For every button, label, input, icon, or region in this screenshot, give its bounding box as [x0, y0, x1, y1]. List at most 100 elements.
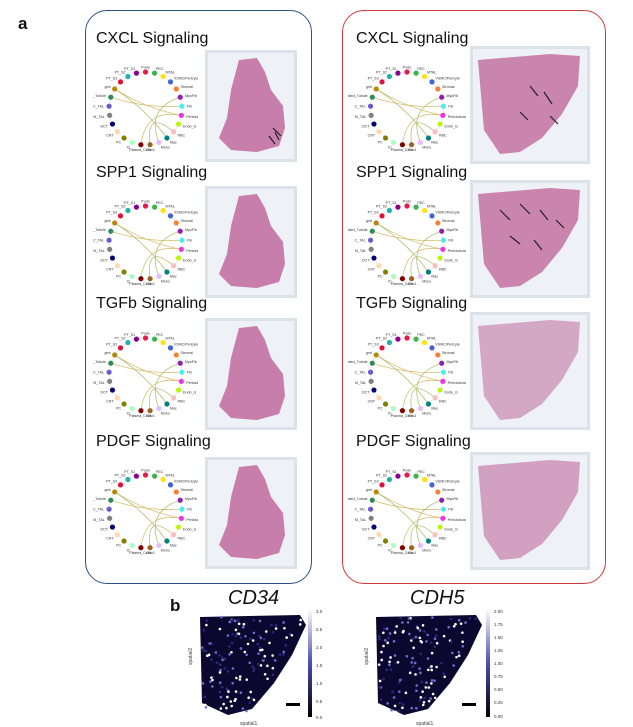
- expression-spot: [421, 624, 425, 627]
- cell-type-label: Stromal: [442, 85, 455, 89]
- cell-type-label: PT_S3: [106, 77, 117, 81]
- cell-type-label: PT_S1: [124, 201, 135, 205]
- expression-spot: [234, 697, 237, 701]
- cell-type-label: Mono: [161, 280, 170, 284]
- cell-type-label: Perictubular: [448, 115, 466, 119]
- expression-spot: [274, 627, 278, 630]
- expression-spot: [204, 705, 208, 709]
- expression-spot: [262, 637, 266, 641]
- expression-spot: [380, 650, 383, 654]
- cell-type-node: [107, 378, 113, 384]
- expression-spot: [252, 669, 255, 673]
- cell-type-node: [421, 207, 428, 214]
- cell-type-node: [429, 345, 435, 351]
- expression-spot: [407, 617, 411, 620]
- expression-spot: [411, 665, 415, 668]
- cell-type-node: [179, 369, 185, 375]
- expression-spot: [239, 647, 243, 650]
- cell-type-node: [125, 207, 131, 214]
- cell-type-node: [164, 135, 170, 141]
- expression-spot: [263, 654, 267, 658]
- interaction-edge: [140, 114, 182, 145]
- expression-spot: [452, 664, 456, 667]
- cell-type-label: C_TAL: [355, 370, 366, 374]
- expression-spot: [418, 629, 422, 632]
- expression-spot: [225, 687, 228, 691]
- expression-spot: [461, 631, 464, 634]
- cell-type-label: PT_S3: [368, 77, 379, 81]
- expression-spot: [401, 630, 405, 634]
- right-pdgf-tissue-image: [470, 452, 590, 570]
- cell-type-label: PC: [116, 275, 121, 279]
- expression-spot: [223, 667, 226, 670]
- cell-type-node: [368, 515, 374, 521]
- cell-type-label: Podo: [403, 469, 411, 473]
- cell-type-node: [371, 255, 377, 261]
- cdh5-tick-1: 1.75: [494, 622, 503, 627]
- expression-spot: [426, 668, 430, 672]
- expression-spot: [228, 652, 231, 656]
- cell-type-node: [429, 213, 435, 219]
- cell-type-label: RBC: [177, 133, 185, 137]
- interaction-edge: [114, 354, 182, 382]
- cd34-expression-dots: [200, 615, 303, 713]
- cell-type-node: [421, 476, 428, 483]
- cell-type-node: [107, 246, 113, 252]
- expression-spot: [385, 627, 389, 631]
- expression-spot: [208, 642, 212, 645]
- interaction-edge: [154, 499, 181, 546]
- cell-type-node: [117, 79, 124, 85]
- expression-spot: [416, 626, 420, 630]
- cell-type-label: RBC: [439, 399, 447, 403]
- expression-spot: [410, 661, 413, 664]
- cell-type-label: Dedifferentiated_Tubule: [348, 497, 368, 501]
- cell-type-node: [160, 73, 166, 80]
- cell-type-node: [156, 139, 162, 146]
- cell-type-label: Dedifferentiated_Tubule: [93, 360, 106, 364]
- cell-type-label: Perictubular: [186, 249, 198, 253]
- expression-spot: [395, 625, 398, 628]
- cell-type-label: Fib: [187, 507, 192, 511]
- cell-type-node: [109, 387, 116, 393]
- expression-spot: [228, 620, 232, 624]
- cell-type-node: [160, 476, 166, 483]
- cell-type-label: Perictubular: [186, 115, 198, 119]
- cell-type-label: PC: [378, 141, 383, 145]
- cell-type-node: [440, 246, 446, 252]
- cell-type-node: [175, 387, 182, 393]
- cell-type-node: [390, 405, 397, 412]
- cell-type-node: [138, 276, 144, 282]
- cell-type-node: [173, 220, 179, 226]
- cell-type-node: [129, 273, 135, 280]
- left-tgfb-title: TGFb Signaling: [96, 295, 208, 312]
- cell-type-node: [408, 545, 415, 551]
- expression-spot: [237, 622, 241, 626]
- interaction-edge: [375, 88, 429, 139]
- cell-type-node: [440, 378, 446, 384]
- cell-type-node: [399, 142, 406, 148]
- interaction-edge: [149, 122, 174, 145]
- expression-spot: [380, 658, 384, 662]
- expression-spot: [459, 622, 463, 625]
- cell-type-node: [386, 207, 393, 214]
- interaction-edge: [372, 362, 444, 373]
- cell-type-label: Dedifferentiated_Tubule: [93, 94, 106, 98]
- cell-type-label: Mac: [170, 141, 177, 145]
- interaction-edge: [114, 88, 182, 116]
- cell-type-node: [432, 395, 438, 401]
- cell-type-label: Plasma_Cells: [391, 414, 413, 418]
- expression-spot: [251, 639, 255, 642]
- cell-type-label: PT_S2: [376, 337, 387, 341]
- interaction-edge: [372, 96, 444, 107]
- interaction-edge: [416, 96, 442, 143]
- cell-type-label: PT_S2: [376, 205, 387, 209]
- cell-type-node: [440, 515, 446, 521]
- expression-spot: [239, 691, 243, 694]
- expression-spot: [259, 664, 263, 667]
- cell-type-node: [177, 94, 183, 100]
- cell-type-label: Stromal: [181, 85, 194, 89]
- cell-type-label: Fib: [448, 507, 453, 511]
- expression-spot: [430, 665, 433, 668]
- cell-type-label: M_TAL: [93, 115, 104, 119]
- expression-spot: [401, 621, 404, 624]
